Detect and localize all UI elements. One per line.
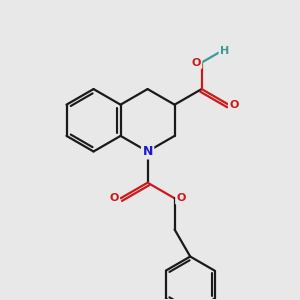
Text: O: O <box>229 100 239 110</box>
Text: H: H <box>220 46 229 56</box>
Text: O: O <box>192 58 201 68</box>
Text: O: O <box>176 193 186 203</box>
Text: N: N <box>142 145 153 158</box>
Text: O: O <box>109 193 119 203</box>
